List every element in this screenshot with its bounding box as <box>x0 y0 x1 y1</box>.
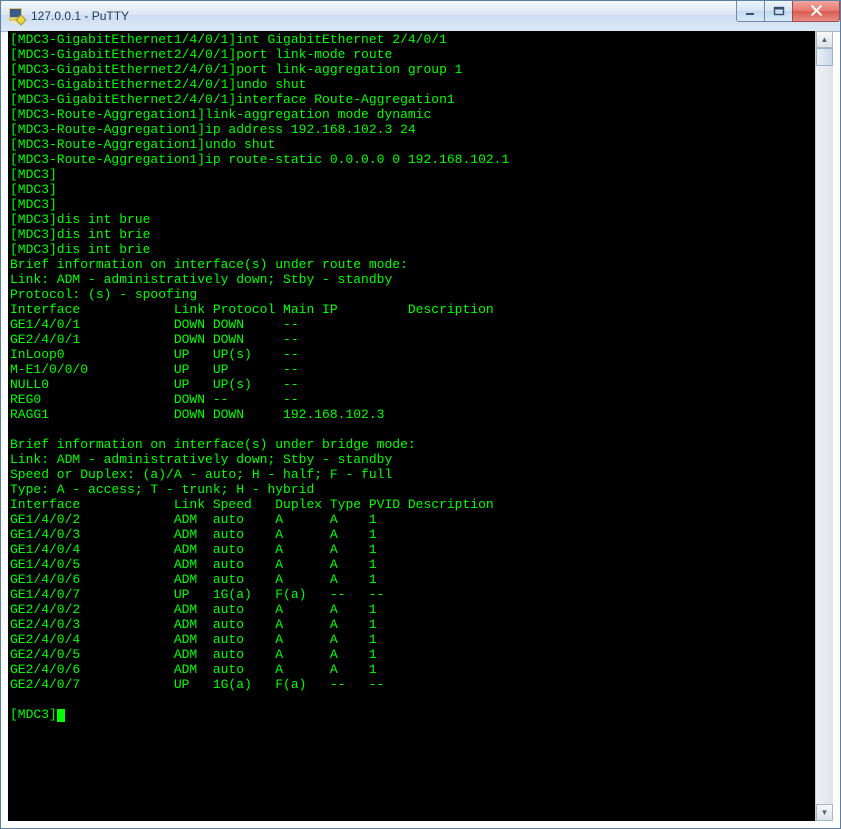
window-title: 127.0.0.1 - PuTTY <box>31 9 129 23</box>
putty-window: 127.0.0.1 - PuTTY [MDC3-GigabitEthernet1… <box>0 0 841 829</box>
vertical-scrollbar[interactable]: ▲ ▼ <box>815 31 833 821</box>
cursor <box>57 709 65 722</box>
close-button[interactable] <box>792 1 840 22</box>
putty-icon <box>9 8 25 24</box>
scroll-thumb[interactable] <box>816 48 833 66</box>
scroll-up-button[interactable]: ▲ <box>816 31 833 48</box>
scroll-down-button[interactable]: ▼ <box>816 804 833 821</box>
titlebar[interactable]: 127.0.0.1 - PuTTY <box>1 1 840 32</box>
minimize-button[interactable] <box>736 1 765 22</box>
terminal-area[interactable]: [MDC3-GigabitEthernet1/4/0/1]int Gigabit… <box>8 31 833 821</box>
window-controls <box>737 1 840 22</box>
terminal-output: [MDC3-GigabitEthernet1/4/0/1]int Gigabit… <box>8 31 833 723</box>
maximize-button[interactable] <box>764 1 793 22</box>
